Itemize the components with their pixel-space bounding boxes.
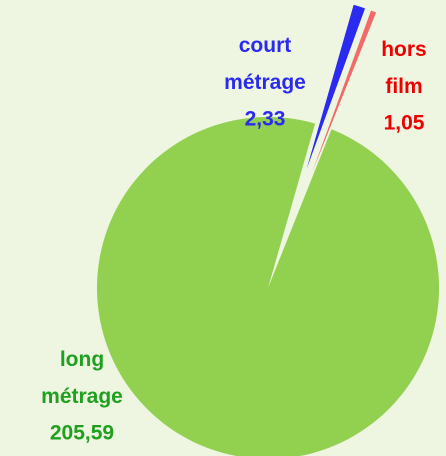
value-label: 1,05 (384, 112, 425, 135)
pie-slice (97, 117, 439, 456)
value-label: 2,33 (245, 108, 286, 131)
slice-label: court métrage 2,33 (224, 34, 306, 131)
pie-slice (306, 4, 366, 170)
category-label: long métrage (41, 348, 123, 408)
category-label: court métrage (224, 34, 306, 94)
slice-label: hors film 1,05 (381, 38, 427, 135)
category-label: hors film (381, 38, 427, 98)
slice-label: long métrage 205,59 (41, 348, 123, 445)
value-label: 205,59 (50, 422, 114, 445)
pie-slice (312, 10, 377, 172)
